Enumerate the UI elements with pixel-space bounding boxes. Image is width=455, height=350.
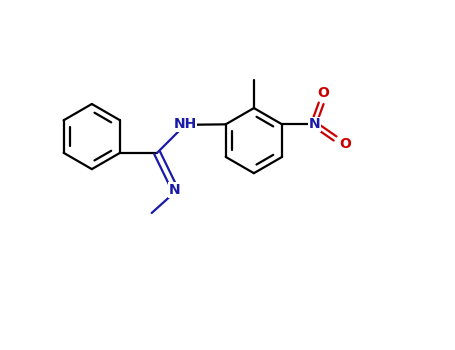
Text: O: O <box>317 86 329 100</box>
Text: N: N <box>168 183 180 197</box>
Text: N: N <box>309 117 320 131</box>
Text: NH: NH <box>173 117 197 131</box>
Text: O: O <box>339 137 351 151</box>
